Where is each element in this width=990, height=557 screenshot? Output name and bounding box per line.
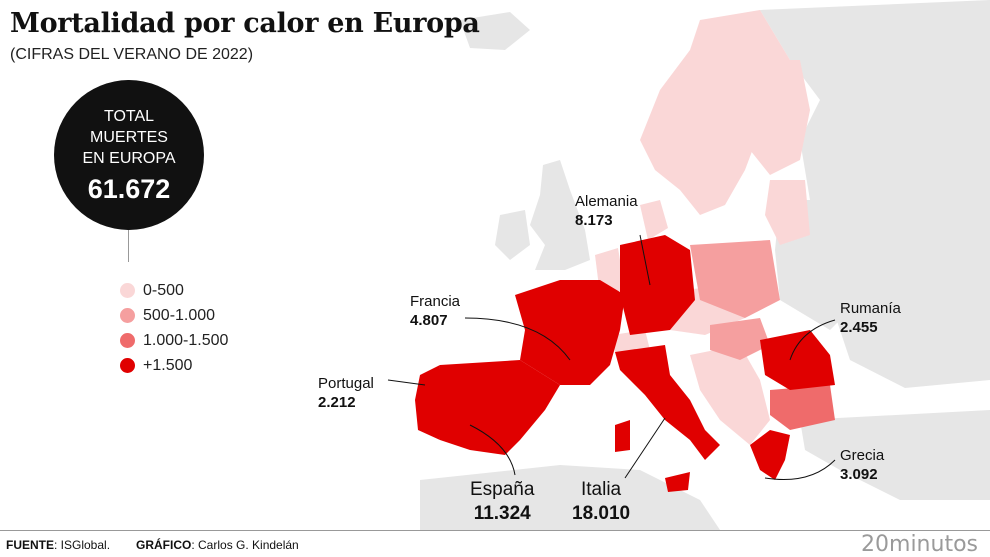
- legend-label: +1.500: [143, 356, 193, 374]
- label-alemania: Alemania 8.173: [575, 192, 638, 230]
- page-subtitle: (CIFRAS DEL VERANO DE 2022): [10, 46, 254, 63]
- leader-lines: [387, 234, 836, 481]
- legend-swatch: [120, 358, 135, 373]
- country-value: 8.173: [575, 212, 613, 229]
- legend-label: 500-1.000: [143, 306, 216, 324]
- total-label: TOTAL MUERTES EN EUROPA: [82, 108, 176, 167]
- leader-francia: [464, 317, 571, 361]
- greece: [750, 430, 790, 480]
- italy: [615, 345, 720, 460]
- tier-500-1000: [690, 240, 780, 360]
- country-value: 3.092: [840, 466, 878, 483]
- united-kingdom: [530, 160, 590, 270]
- tier-1000-1500: [770, 385, 835, 430]
- footer-graphic: GRÁFICO: Carlos G. Kindelán: [136, 538, 299, 552]
- legend-swatch: [120, 283, 135, 298]
- legend-item: +1.500: [120, 353, 228, 378]
- country-name: Italia: [580, 479, 622, 500]
- footer-divider: [0, 530, 990, 531]
- sicily: [665, 472, 690, 492]
- legend-swatch: [120, 308, 135, 323]
- denmark: [640, 200, 668, 240]
- spain: [435, 360, 560, 455]
- germany: [620, 235, 695, 335]
- country-name: Portugal: [318, 375, 374, 392]
- portugal: [415, 365, 440, 440]
- other-land: [420, 0, 990, 530]
- hungary: [710, 318, 770, 360]
- country-name: Grecia: [840, 447, 885, 464]
- label-italia: Italia 18.010: [572, 478, 630, 526]
- graphic-label: GRÁFICO: [136, 538, 192, 552]
- leader-alemania: [639, 234, 651, 286]
- brand-logo: 20minutos: [861, 532, 978, 557]
- source-label: FUENTE: [6, 538, 54, 552]
- leader-espana: [469, 424, 516, 476]
- baltics: [765, 180, 810, 245]
- label-grecia: Grecia 3.092: [840, 446, 884, 484]
- switzerland: [612, 330, 650, 352]
- label-francia: Francia 4.807: [410, 292, 460, 330]
- label-espana: España 11.324: [470, 478, 534, 526]
- legend-label: 0-500: [143, 281, 184, 299]
- leader-grecia: [764, 459, 836, 481]
- total-value: 61.672: [87, 174, 171, 204]
- country-value: 4.807: [410, 312, 448, 329]
- country-value: 18.010: [572, 503, 631, 524]
- footer-source: FUENTE: ISGlobal.: [6, 538, 110, 552]
- country-name: Rumanía: [840, 300, 901, 317]
- country-value: 2.455: [840, 319, 878, 336]
- label-portugal: Portugal 2.212: [318, 374, 374, 412]
- leader-rumania: [789, 319, 836, 361]
- ireland: [495, 210, 530, 260]
- tier-0-500: [595, 10, 810, 445]
- total-deaths-badge: TOTAL MUERTES EN EUROPA 61.672: [54, 80, 204, 230]
- finland: [750, 60, 810, 175]
- europe-map: [387, 0, 990, 530]
- country-name: Alemania: [575, 193, 638, 210]
- label-rumania: Rumanía 2.455: [840, 299, 901, 337]
- norway-sweden: [640, 10, 790, 215]
- country-name: España: [470, 479, 535, 500]
- source-text: : ISGlobal.: [54, 538, 111, 552]
- legend-swatch: [120, 333, 135, 348]
- legend-label: 1.000-1.500: [143, 331, 229, 349]
- balkans: [690, 345, 770, 445]
- iceland: [460, 12, 530, 50]
- page-title: Mortalidad por calor en Europa: [10, 8, 480, 39]
- badge-connector: [128, 230, 129, 262]
- leader-portugal: [387, 379, 426, 386]
- country-value: 2.212: [318, 394, 356, 411]
- turkey: [800, 410, 990, 500]
- legend-item: 0-500: [120, 278, 228, 303]
- romania: [760, 330, 835, 390]
- leader-italia: [624, 417, 666, 479]
- sardinia: [615, 420, 630, 452]
- france: [515, 280, 625, 385]
- legend-item: 500-1.000: [120, 303, 228, 328]
- tier-1500-plus: [415, 235, 835, 492]
- poland: [690, 240, 780, 318]
- legend: 0-500 500-1.000 1.000-1.500 +1.500: [120, 278, 228, 378]
- country-value: 11.324: [473, 503, 531, 524]
- graphic-text: : Carlos G. Kindelán: [191, 538, 299, 552]
- legend-item: 1.000-1.500: [120, 328, 228, 353]
- north-africa: [420, 465, 720, 530]
- country-name: Francia: [410, 293, 461, 310]
- bulgaria: [770, 385, 835, 430]
